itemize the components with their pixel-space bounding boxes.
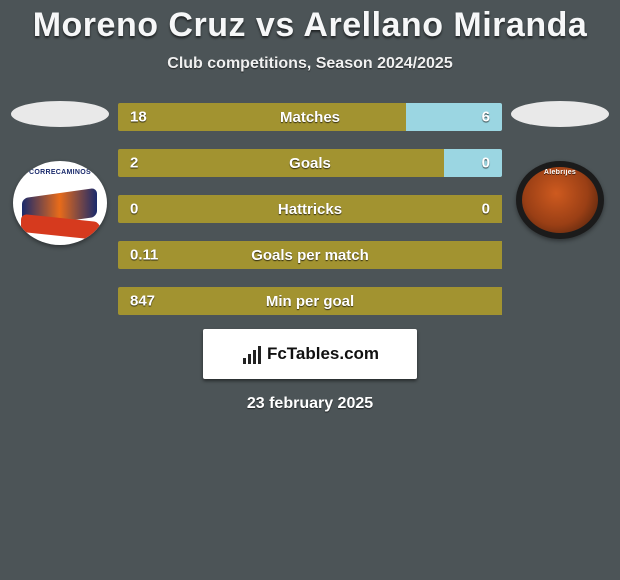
left-column: CORRECAMINOS [10, 101, 110, 245]
player-silhouette-right [511, 101, 609, 127]
stat-fill-left [118, 149, 444, 177]
page-title: Moreno Cruz vs Arellano Miranda [0, 0, 620, 45]
comparison-card: Moreno Cruz vs Arellano Miranda Club com… [0, 0, 620, 580]
page-subtitle: Club competitions, Season 2024/2025 [0, 55, 620, 73]
stat-value-right: 0 [482, 155, 490, 172]
crest-right-bg-icon [522, 167, 598, 233]
stat-value-left: 0 [130, 201, 138, 218]
stat-row: 0.11Goals per match [118, 241, 502, 269]
club-crest-left: CORRECAMINOS [13, 161, 107, 245]
stat-fill-left [118, 103, 406, 131]
spacer [0, 73, 620, 101]
stat-value-right: 0 [482, 201, 490, 218]
stat-value-left: 18 [130, 109, 147, 126]
stat-value-left: 847 [130, 293, 155, 310]
comparison-body: CORRECAMINOS 18Matches6 2Goals0 0Hattricks… [0, 101, 620, 315]
player-silhouette-left [11, 101, 109, 127]
stat-row: 0Hattricks0 [118, 195, 502, 223]
stat-fill-left [118, 195, 502, 223]
stat-row: 18Matches6 [118, 103, 502, 131]
date-label: 23 february 2025 [0, 395, 620, 413]
stat-fill-right [444, 149, 502, 177]
club-crest-right: Alebrijes [516, 161, 604, 239]
stat-value-left: 2 [130, 155, 138, 172]
stat-fill-left [118, 287, 502, 315]
crest-right-label: Alebrijes [516, 169, 604, 176]
brand-text: FcTables.com [267, 344, 379, 364]
stat-value-left: 0.11 [130, 247, 158, 264]
stat-value-right: 6 [482, 109, 490, 126]
stat-fill-left [118, 241, 502, 269]
crest-left-label: CORRECAMINOS [13, 169, 107, 176]
stats-table: 18Matches6 2Goals0 0Hattricks0 0.11Goals pe… [110, 103, 510, 315]
brand-box: FcTables.com [203, 329, 417, 379]
stat-row: 847Min per goal [118, 287, 502, 315]
right-column: Alebrijes [510, 101, 610, 239]
stat-row: 2Goals0 [118, 149, 502, 177]
bar-chart-icon [241, 344, 261, 364]
